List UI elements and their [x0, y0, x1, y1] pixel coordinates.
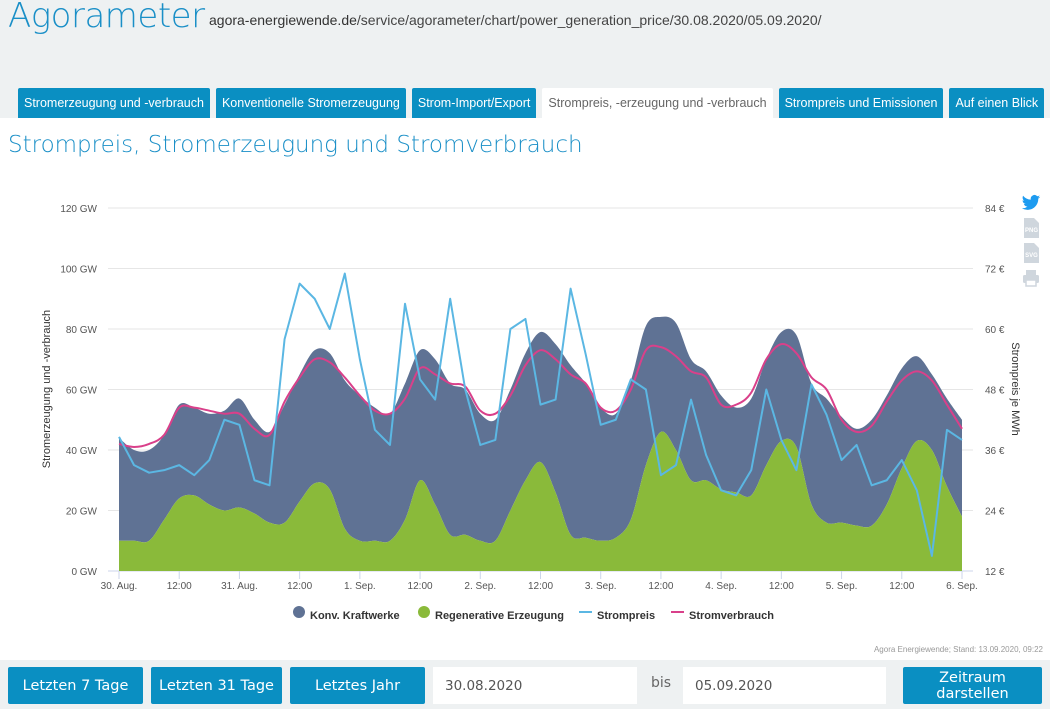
- png-export-icon[interactable]: PNG: [1021, 217, 1041, 239]
- x-tick-label: 2. Sep.: [464, 581, 496, 592]
- legend: Konv. Kraftwerke Regenerative Erzeugung …: [293, 606, 774, 622]
- tab-auf-einen-blick[interactable]: Auf einen Blick: [949, 88, 1045, 118]
- url-display: agora-energiewende.de/service/agorameter…: [209, 12, 822, 28]
- y-tick-label-left: 100 GW: [60, 265, 97, 276]
- y-tick-label-right: 48 €: [985, 386, 1005, 397]
- x-axis: 30. Aug. 12:00 31. Aug. 12:00 1. Sep. 12:00 2.…: [101, 571, 978, 592]
- y-tick-label-left: 40 GW: [66, 446, 98, 457]
- y-tick-label-left: 60 GW: [66, 386, 98, 397]
- bis-label: bis: [651, 675, 672, 691]
- line-stromverbrauch: [118, 343, 963, 448]
- legend-label-reg: Regenerative Erzeugung: [435, 610, 564, 622]
- legend-marker-konv: [293, 606, 305, 618]
- x-tick-label: 12:00: [528, 581, 553, 592]
- lines: [118, 272, 963, 557]
- svg-export-icon[interactable]: SVG: [1021, 242, 1041, 264]
- y-tick-label-right: 60 €: [985, 325, 1005, 336]
- y-tick-label-left: 20 GW: [66, 507, 98, 518]
- tab-konventionelle[interactable]: Konventionelle Stromerzeugung: [215, 88, 406, 118]
- legend-marker-reg: [418, 606, 430, 618]
- x-tick-label: 5. Sep.: [826, 581, 858, 592]
- brand-logo[interactable]: Agorameter: [8, 0, 205, 36]
- legend-item-reg[interactable]: Regenerative Erzeugung: [418, 606, 564, 622]
- y-tick-label-right: 12 €: [985, 567, 1005, 578]
- legend-item-consumption[interactable]: Stromverbrauch: [671, 610, 774, 622]
- main-content: Strompreis, Stromerzeugung und Stromverb…: [0, 118, 1050, 660]
- tab-bar: Stromerzeugung und -verbrauch Konvention…: [18, 88, 1045, 118]
- areas: [119, 316, 962, 571]
- last-year-button[interactable]: Letztes Jahr: [290, 667, 425, 704]
- y-tick-label-right: 24 €: [985, 507, 1005, 518]
- header: Agorameter agora-energiewende.de/service…: [0, 0, 1050, 118]
- show-range-button[interactable]: Zeitraum darstellen: [903, 667, 1042, 704]
- area-regenerative-erzeugung: [119, 431, 962, 571]
- x-tick-label: 1. Sep.: [344, 581, 376, 592]
- tab-import-export[interactable]: Strom-Import/Export: [411, 88, 537, 118]
- tab-stromerzeugung[interactable]: Stromerzeugung und -verbrauch: [18, 88, 210, 118]
- x-tick-label: 12:00: [769, 581, 794, 592]
- credit-text: Agora Energiewende; Stand: 13.09.2020, 0…: [874, 645, 1044, 654]
- page-title: Strompreis, Stromerzeugung und Stromverb…: [8, 132, 583, 158]
- x-tick-label: 12:00: [408, 581, 433, 592]
- line-strompreis: [118, 272, 963, 557]
- url-path: /service/agorameter/chart/power_generati…: [356, 12, 822, 28]
- legend-label-price: Strompreis: [597, 610, 655, 622]
- svg-text:PNG: PNG: [1025, 228, 1038, 234]
- legend-label-konv: Konv. Kraftwerke: [310, 610, 400, 622]
- y-tick-label-right: 72 €: [985, 265, 1005, 276]
- print-icon[interactable]: [1021, 267, 1041, 289]
- tab-strompreis-emissionen[interactable]: Strompreis und Emissionen: [778, 88, 944, 118]
- legend-item-konv[interactable]: Konv. Kraftwerke: [293, 606, 400, 622]
- svg-text:SVG: SVG: [1025, 253, 1038, 259]
- y-tick-label-right: 84 €: [985, 204, 1005, 215]
- export-toolbar: PNG SVG: [1021, 192, 1043, 292]
- x-tick-label: 12:00: [287, 581, 312, 592]
- date-range-bar: Letzten 7 Tage Letzten 31 Tage Letztes J…: [0, 660, 1050, 709]
- x-tick-label: 12:00: [167, 581, 192, 592]
- twitter-icon[interactable]: [1021, 192, 1041, 214]
- last-31-days-button[interactable]: Letzten 31 Tage: [151, 667, 282, 704]
- x-tick-label: 30. Aug.: [101, 581, 138, 592]
- x-tick-label: 4. Sep.: [705, 581, 737, 592]
- y-axis-left-title: Stromerzeugung und -verbrauch: [41, 310, 53, 468]
- y-tick-label-right: 36 €: [985, 446, 1005, 457]
- last-7-days-button[interactable]: Letzten 7 Tage: [8, 667, 143, 704]
- x-tick-label: 3. Sep.: [585, 581, 617, 592]
- to-date-input[interactable]: [683, 667, 886, 704]
- chart: 0 GW 20 GW 40 GW 60 GW 80 GW 100 GW 120 GW 12 …: [41, 204, 1044, 654]
- area-konv-kraftwerke: [119, 316, 962, 544]
- legend-label-consumption: Stromverbrauch: [689, 610, 774, 622]
- y-axis-right-title: Strompreis je MWh: [1009, 342, 1021, 436]
- x-tick-label: 12:00: [889, 581, 914, 592]
- legend-item-price[interactable]: Strompreis: [579, 610, 655, 622]
- y-tick-label-left: 0 GW: [71, 567, 97, 578]
- from-date-input[interactable]: [433, 667, 637, 704]
- x-tick-label: 31. Aug.: [221, 581, 258, 592]
- url-domain: agora-energiewende.de: [209, 12, 357, 28]
- x-tick-label: 6. Sep.: [946, 581, 978, 592]
- y-tick-label-left: 120 GW: [60, 204, 97, 215]
- x-tick-label: 12:00: [648, 581, 673, 592]
- y-tick-label-left: 80 GW: [66, 325, 98, 336]
- y-axis-right: 12 € 24 € 36 € 48 € 60 € 72 € 84 €: [985, 204, 1005, 578]
- y-axis-left: 0 GW 20 GW 40 GW 60 GW 80 GW 100 GW 120 GW: [60, 204, 97, 578]
- tab-strompreis-erzeugung[interactable]: Strompreis, -erzeugung und -verbrauch: [542, 88, 773, 118]
